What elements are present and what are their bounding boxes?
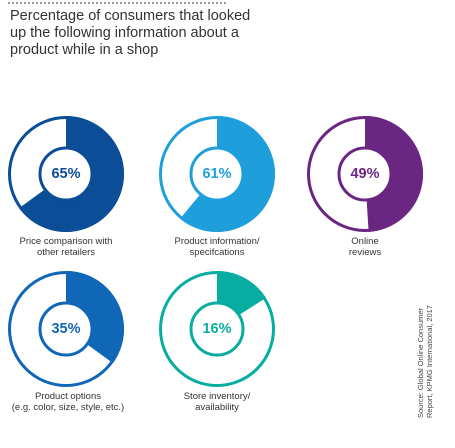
source-line: Source: Global Online Consumer	[416, 307, 425, 418]
donut-slice	[365, 115, 424, 232]
donut-hole	[38, 146, 94, 202]
donut-graphic	[8, 116, 125, 232]
donut-graphic	[159, 271, 275, 387]
chart-title-line: up the following information about a	[10, 25, 239, 41]
donut-graphic	[159, 116, 276, 232]
percent-label: 61%	[202, 166, 232, 182]
title-rule	[8, 2, 226, 4]
donut-online-reviews: 49%	[305, 114, 425, 234]
caption-line: reviews	[348, 247, 382, 258]
donut-slice	[66, 271, 124, 364]
percent-label: 65%	[51, 166, 81, 182]
caption-online-reviews: Online reviews	[305, 236, 425, 258]
caption-line: availability	[195, 402, 239, 413]
donut-graphic	[307, 115, 424, 232]
donut-hole	[337, 146, 393, 202]
donut-store-inventory: 16%	[157, 269, 277, 389]
caption-line: Product information/	[174, 236, 260, 247]
caption-line: Product options	[34, 391, 101, 402]
donut-product-information: 61%	[157, 114, 277, 234]
donut-hole	[189, 301, 245, 357]
caption-line: Price comparison with	[19, 236, 113, 247]
chart-title-line: product while in a shop	[10, 42, 159, 58]
caption-line: Online	[351, 236, 379, 247]
chart-title-line: Percentage of consumers that looked	[10, 8, 251, 24]
percent-label: 49%	[350, 166, 380, 182]
caption-price-comparison: Price comparison with other retailers	[2, 236, 130, 258]
donut-graphic	[8, 271, 124, 387]
donut-product-options: 35%	[6, 269, 126, 389]
donut-price-comparison: 65%	[6, 114, 126, 234]
donut-hole	[189, 146, 245, 202]
percent-label: 16%	[202, 321, 232, 337]
caption-line: other retailers	[36, 247, 96, 258]
caption-line: (e.g. color, size, style, etc.)	[11, 402, 125, 413]
percent-label: 35%	[51, 321, 81, 337]
caption-line: specifcations	[189, 247, 245, 258]
source-line: Report, KPMG International, 2017	[425, 305, 434, 418]
caption-product-options: Product options (e.g. color, size, style…	[0, 391, 136, 413]
caption-store-inventory: Store inventory/ availability	[157, 391, 277, 413]
chart-title: Percentage of consumers that looked up t…	[10, 8, 250, 59]
donut-hole	[38, 301, 94, 357]
caption-line: Store inventory/	[183, 391, 251, 402]
source-note: Source: Global Online Consumer Report, K…	[416, 305, 434, 418]
caption-product-information: Product information/ specifcations	[152, 236, 282, 258]
